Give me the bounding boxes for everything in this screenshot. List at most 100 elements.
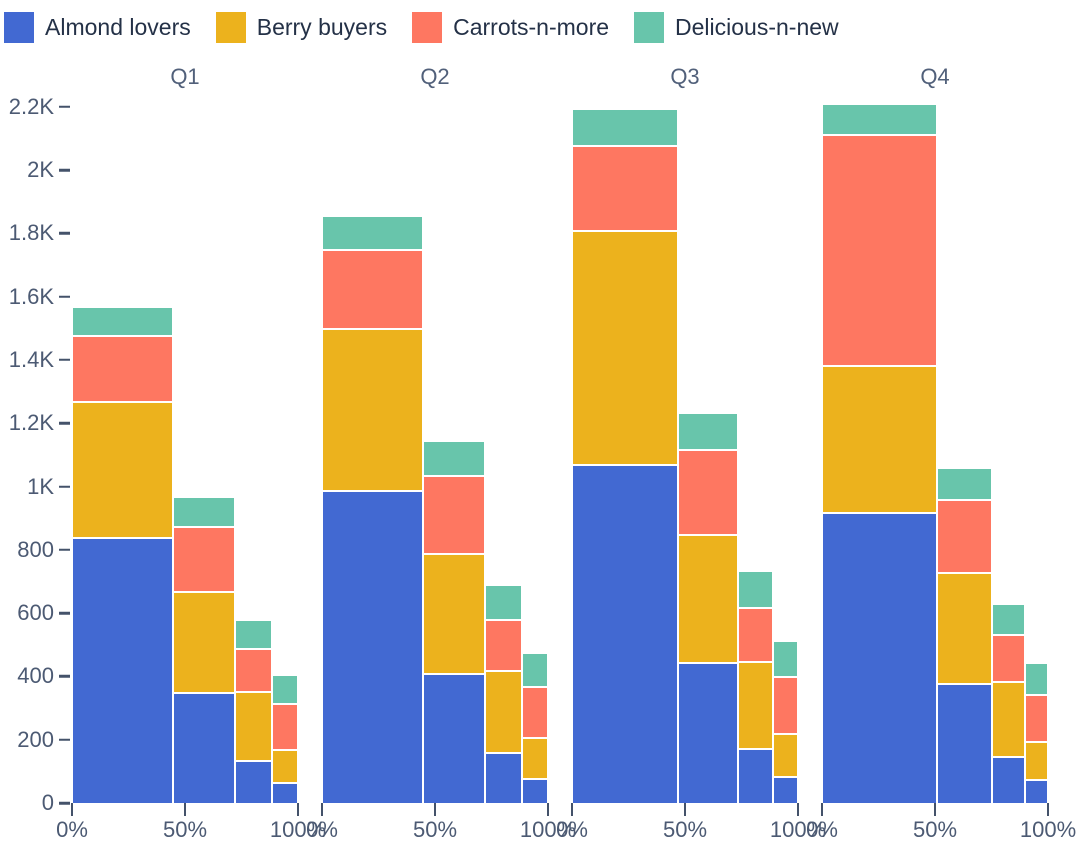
bar-segment-delicious-n-new-q4-bar3[interactable] xyxy=(993,605,1024,634)
bar-segment-almond-lovers-q4-bar1[interactable] xyxy=(823,513,937,803)
bar-segment-berry-buyers-q2-bar3[interactable] xyxy=(486,672,522,753)
bar-segment-delicious-n-new-q2-bar2[interactable] xyxy=(423,442,484,476)
x-axis-label: 50% xyxy=(662,817,708,842)
bar-segment-delicious-n-new-q3-bar4[interactable] xyxy=(774,641,797,677)
x-axis-label: 50% xyxy=(412,817,458,842)
legend-item-carrots-n-more[interactable]: Carrots-n-more xyxy=(412,12,609,43)
bar-segment-delicious-n-new-q3-bar2[interactable] xyxy=(679,413,737,449)
bar-segment-carrots-n-more-q1-bar1[interactable] xyxy=(73,336,172,402)
legend-swatch-icon xyxy=(4,12,34,43)
bar-segment-almond-lovers-q3-bar1[interactable] xyxy=(573,466,677,803)
y-axis-label: 800 xyxy=(17,536,54,562)
bar-segment-carrots-n-more-q1-bar4[interactable] xyxy=(273,705,297,750)
bar-segment-almond-lovers-q1-bar4[interactable] xyxy=(273,784,297,803)
bar-segment-almond-lovers-q4-bar3[interactable] xyxy=(993,757,1024,803)
bar-segment-berry-buyers-q3-bar3[interactable] xyxy=(738,662,773,748)
bar-segment-almond-lovers-q2-bar2[interactable] xyxy=(423,675,484,803)
bar-segment-carrots-n-more-q1-bar2[interactable] xyxy=(173,528,234,591)
x-axis-tick xyxy=(796,803,800,816)
bar-segment-carrots-n-more-q4-bar1[interactable] xyxy=(823,135,937,365)
x-axis-tick xyxy=(683,803,687,816)
legend-swatch-icon xyxy=(412,12,443,43)
group-title-q2: Q2 xyxy=(420,64,450,89)
bar-segment-delicious-n-new-q1-bar4[interactable] xyxy=(273,676,297,704)
bar-segment-almond-lovers-q3-bar4[interactable] xyxy=(774,778,797,803)
group-title-q4: Q4 xyxy=(920,64,950,89)
bar-segment-berry-buyers-q3-bar2[interactable] xyxy=(679,535,737,663)
bar-segment-berry-buyers-q1-bar2[interactable] xyxy=(173,592,234,693)
bar-segment-almond-lovers-q1-bar1[interactable] xyxy=(73,539,172,803)
y-axis-tick xyxy=(59,801,70,805)
legend-label: Carrots-n-more xyxy=(453,14,610,40)
bar-segment-almond-lovers-q1-bar3[interactable] xyxy=(236,762,271,803)
bar-segment-delicious-n-new-q1-bar1[interactable] xyxy=(73,307,172,335)
y-axis-tick xyxy=(59,611,70,615)
bar-segment-delicious-n-new-q2-bar1[interactable] xyxy=(323,217,422,250)
bar-segment-delicious-n-new-q3-bar3[interactable] xyxy=(738,571,773,607)
bar-segment-berry-buyers-q1-bar4[interactable] xyxy=(273,751,297,783)
y-axis-tick xyxy=(59,738,70,741)
bar-segment-almond-lovers-q1-bar2[interactable] xyxy=(173,694,234,803)
bar-segment-berry-buyers-q3-bar4[interactable] xyxy=(774,735,797,777)
bar-segment-carrots-n-more-q2-bar2[interactable] xyxy=(423,477,484,553)
y-axis-tick xyxy=(59,105,70,108)
x-axis-tick xyxy=(820,803,824,816)
x-axis-label: 0% xyxy=(56,817,88,842)
y-axis-label: 600 xyxy=(17,600,54,626)
bar-segment-berry-buyers-q4-bar3[interactable] xyxy=(993,683,1024,756)
bar-segment-carrots-n-more-q4-bar3[interactable] xyxy=(993,635,1024,682)
bar-segment-carrots-n-more-q4-bar4[interactable] xyxy=(1026,695,1047,742)
bar-segment-delicious-n-new-q4-bar2[interactable] xyxy=(938,469,992,500)
bar-segment-berry-buyers-q2-bar2[interactable] xyxy=(423,554,484,674)
bar-segment-carrots-n-more-q2-bar1[interactable] xyxy=(323,251,422,329)
x-axis-label: 0% xyxy=(556,817,588,842)
y-axis-tick xyxy=(59,295,70,298)
bar-segment-berry-buyers-q4-bar1[interactable] xyxy=(823,366,937,512)
bar-segment-berry-buyers-q2-bar1[interactable] xyxy=(323,330,422,490)
bar-segment-berry-buyers-q1-bar1[interactable] xyxy=(73,403,172,538)
bar-segment-almond-lovers-q3-bar2[interactable] xyxy=(679,664,737,803)
bar-segment-delicious-n-new-q3-bar1[interactable] xyxy=(573,109,677,145)
bar-segment-delicious-n-new-q2-bar3[interactable] xyxy=(486,586,522,620)
bar-segment-carrots-n-more-q3-bar1[interactable] xyxy=(573,146,677,231)
legend-item-almond-lovers[interactable]: Almond lovers xyxy=(4,12,191,43)
x-axis-label: 100% xyxy=(519,817,577,842)
bar-segment-berry-buyers-q1-bar3[interactable] xyxy=(236,692,271,761)
x-axis-tick xyxy=(546,803,550,816)
bar-segment-almond-lovers-q2-bar3[interactable] xyxy=(486,754,522,803)
x-axis-label: 0% xyxy=(306,817,338,842)
x-axis-tick xyxy=(320,803,324,816)
bar-segment-almond-lovers-q2-bar4[interactable] xyxy=(523,779,547,803)
bar-segment-berry-buyers-q4-bar4[interactable] xyxy=(1026,743,1047,780)
x-axis-tick xyxy=(1046,803,1050,816)
bar-segment-carrots-n-more-q4-bar2[interactable] xyxy=(938,501,992,572)
bar-segment-carrots-n-more-q3-bar2[interactable] xyxy=(679,450,737,534)
bar-segment-carrots-n-more-q2-bar3[interactable] xyxy=(486,621,522,671)
y-axis-tick xyxy=(59,485,70,488)
bar-segment-carrots-n-more-q2-bar4[interactable] xyxy=(523,687,547,737)
bar-segment-delicious-n-new-q4-bar4[interactable] xyxy=(1026,663,1047,694)
x-axis-tick xyxy=(183,803,187,816)
bar-segment-carrots-n-more-q1-bar3[interactable] xyxy=(236,649,271,691)
bar-segment-almond-lovers-q4-bar4[interactable] xyxy=(1026,781,1047,803)
legend-swatch-icon xyxy=(215,12,246,43)
legend-item-berry-buyers[interactable]: Berry buyers xyxy=(215,12,387,43)
bar-segment-delicious-n-new-q1-bar3[interactable] xyxy=(236,621,271,648)
bar-segment-almond-lovers-q3-bar3[interactable] xyxy=(738,749,773,803)
bar-segment-berry-buyers-q2-bar4[interactable] xyxy=(523,738,547,778)
x-axis-tick xyxy=(70,803,74,816)
bar-segment-almond-lovers-q4-bar2[interactable] xyxy=(938,684,992,803)
bar-segment-delicious-n-new-q2-bar4[interactable] xyxy=(523,654,547,686)
bar-segment-almond-lovers-q2-bar1[interactable] xyxy=(323,491,422,803)
bar-segment-berry-buyers-q3-bar1[interactable] xyxy=(573,232,677,465)
legend-item-delicious-n-new[interactable]: Delicious-n-new xyxy=(634,12,839,43)
y-axis-tick xyxy=(59,675,70,678)
bar-segment-berry-buyers-q4-bar2[interactable] xyxy=(938,573,992,683)
bar-segment-delicious-n-new-q4-bar1[interactable] xyxy=(823,105,937,134)
bar-segment-carrots-n-more-q3-bar4[interactable] xyxy=(774,678,797,734)
bar-segment-carrots-n-more-q3-bar3[interactable] xyxy=(738,608,773,661)
x-axis-tick xyxy=(933,803,937,816)
x-axis-tick xyxy=(570,803,574,816)
bar-segment-delicious-n-new-q1-bar2[interactable] xyxy=(173,497,234,527)
y-axis-tick xyxy=(59,168,70,172)
